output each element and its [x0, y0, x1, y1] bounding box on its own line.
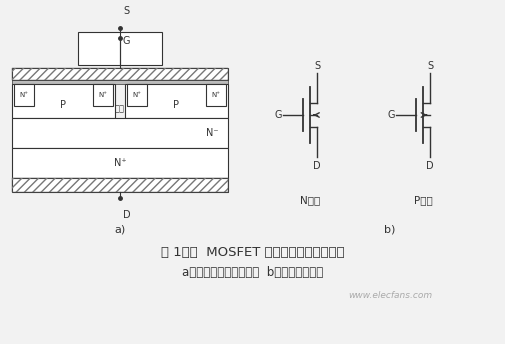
Text: N沟道: N沟道 [299, 195, 320, 205]
Bar [127, 84, 147, 106]
Text: 沟道: 沟道 [115, 105, 125, 114]
Bar [12, 84, 115, 118]
Text: N⁺: N⁺ [114, 158, 126, 168]
Text: G: G [123, 36, 130, 46]
Bar [206, 84, 226, 106]
Bar [12, 118, 228, 148]
Text: N⁻: N⁻ [206, 128, 218, 138]
Text: N⁺: N⁺ [98, 92, 107, 98]
Text: P: P [173, 100, 179, 110]
Text: 图 1功率  MOSFET 的结构和电气图形符号: 图 1功率 MOSFET 的结构和电气图形符号 [161, 247, 344, 259]
Bar [12, 148, 228, 178]
Text: D: D [123, 210, 130, 220]
Text: N⁺: N⁺ [211, 92, 220, 98]
Text: G: G [274, 110, 281, 120]
Text: D: D [425, 161, 433, 171]
Bar [12, 68, 228, 80]
Bar [78, 32, 162, 65]
Bar [14, 84, 34, 106]
Text: a）内部结构断面示意图  b）电气图形符号: a）内部结构断面示意图 b）电气图形符号 [182, 266, 323, 279]
Text: b): b) [384, 225, 395, 235]
Text: P: P [61, 100, 66, 110]
Text: D: D [313, 161, 320, 171]
Text: N⁺: N⁺ [132, 92, 141, 98]
Text: www.elecfans.com: www.elecfans.com [347, 290, 431, 300]
Text: G: G [386, 110, 394, 120]
Text: a): a) [114, 225, 125, 235]
Text: S: S [123, 6, 129, 16]
Text: S: S [313, 61, 320, 71]
Bar [93, 84, 113, 106]
Bar [12, 178, 228, 192]
Text: P沟道: P沟道 [413, 195, 431, 205]
Text: N⁺: N⁺ [20, 92, 28, 98]
Bar [125, 84, 228, 118]
Bar [12, 80, 228, 84]
Bar [12, 178, 228, 192]
Bar [12, 68, 228, 80]
Text: S: S [426, 61, 432, 71]
